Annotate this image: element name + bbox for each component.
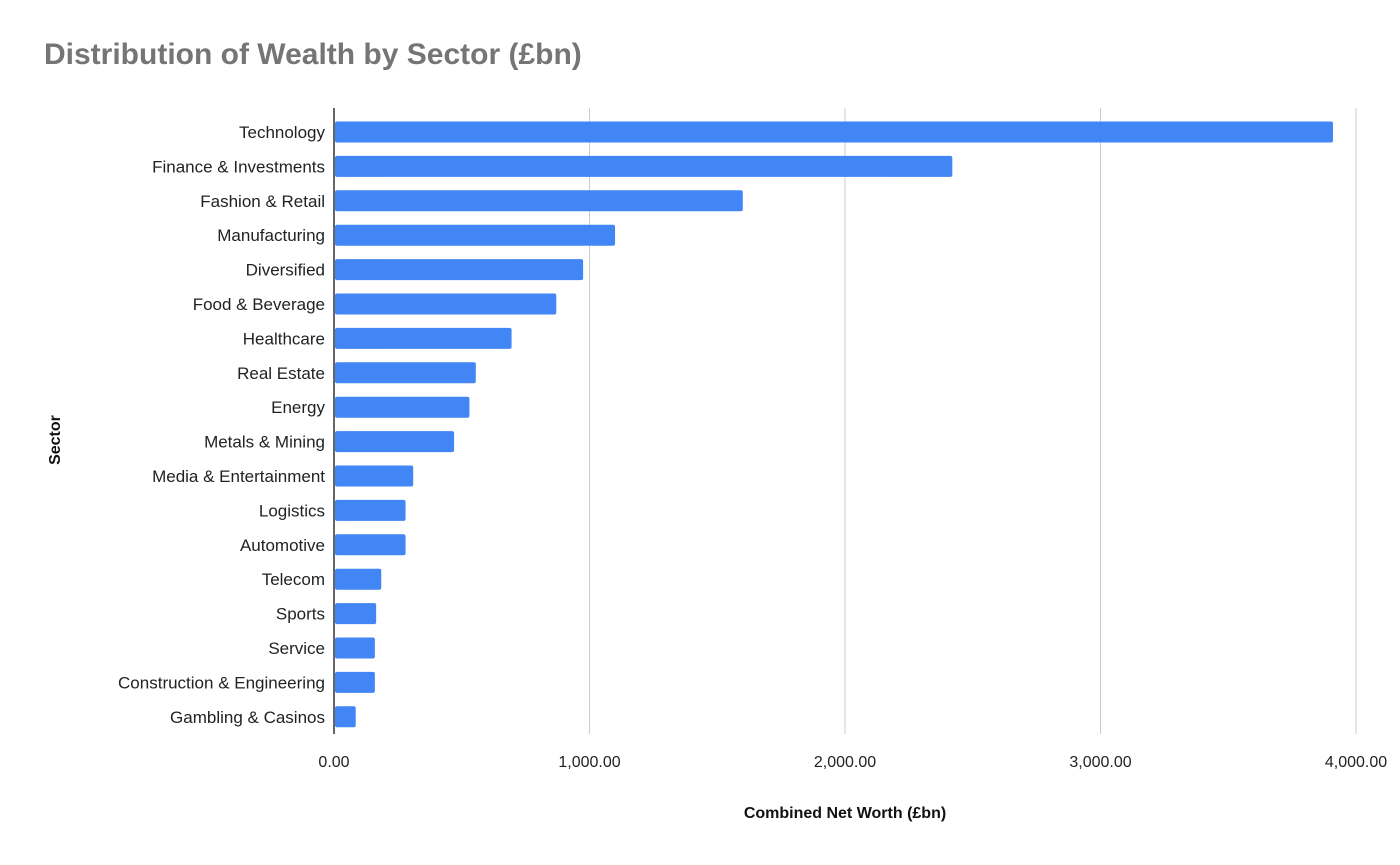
y-tick-label: Real Estate [237,364,325,383]
y-tick-label: Diversified [246,261,325,280]
x-tick-label: 4,000.00 [1325,754,1387,771]
y-tick-label: Food & Beverage [193,295,325,314]
bar [335,431,455,453]
y-tick-label: Logistics [259,501,325,520]
bar [335,362,476,384]
x-tick-label: 0.00 [318,754,349,771]
y-tick-label: Finance & Investments [152,157,325,176]
bar [335,637,375,659]
y-tick-label: Gambling & Casinos [170,708,325,727]
y-tick-label: Healthcare [243,329,325,348]
bar [335,568,382,590]
y-tick-label: Fashion & Retail [200,192,325,211]
y-tick-label: Manufacturing [217,226,325,245]
bar [335,293,557,315]
x-tick-label: 3,000.00 [1069,754,1131,771]
bar [335,603,377,625]
y-tick-label: Automotive [240,536,325,555]
y-tick-label: Sports [276,605,325,624]
bar [335,534,406,556]
bar [335,190,743,212]
x-tick-label: 2,000.00 [814,754,876,771]
bar [335,155,953,177]
chart-title: Distribution of Wealth by Sector (£bn) [44,38,582,71]
bar [335,465,414,487]
y-tick-label: Energy [271,398,325,417]
bar [335,327,512,349]
y-tick-label: Metals & Mining [204,433,325,452]
bar [335,499,406,521]
x-tick-label: 1,000.00 [558,754,620,771]
bar [335,121,1334,143]
y-tick-label: Service [268,639,325,658]
y-tick-label: Construction & Engineering [118,673,325,692]
bar [335,259,584,281]
bar [335,706,356,728]
x-axis-title: Combined Net Worth (£bn) [744,805,946,822]
y-tick-label: Telecom [262,570,325,589]
y-axis-title: Sector [47,415,64,465]
y-tick-label: Media & Entertainment [152,467,325,486]
y-tick-label: Technology [239,123,326,142]
bar [335,671,375,693]
bar [335,224,616,246]
bar [335,396,470,418]
